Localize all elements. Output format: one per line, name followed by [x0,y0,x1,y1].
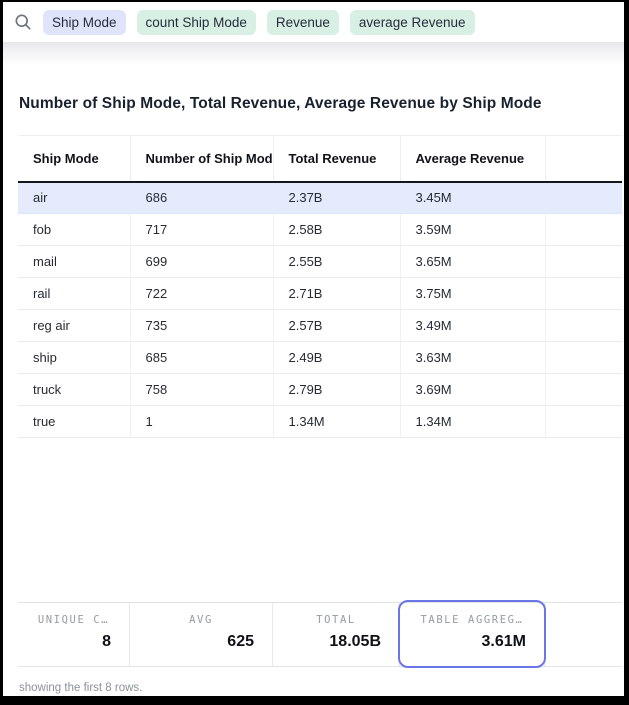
table-cell: 3.69M [399,373,545,406]
table-cell [544,405,622,438]
table-cell: rail [18,277,130,310]
stat-label: TOTAL [316,614,356,626]
table-row-fob[interactable]: fob 717 2.58B 3.59M [18,213,622,246]
column-header-average-revenue[interactable]: Average Revenue [399,135,545,183]
stat-label: UNIQUE C… [37,614,110,626]
query-bar[interactable]: Ship Mode count Ship Mode Revenue average R… [3,2,624,42]
table-cell: reg air [18,309,130,342]
stat-cell-avg[interactable]: AVG 625 [130,603,273,666]
column-header-ship-mode[interactable]: Ship Mode [18,135,130,183]
table-cell: 699 [129,245,273,278]
row-count-status: showing the first 8 rows. [19,682,143,694]
table-cell [544,213,622,246]
table-cell: 2.58B [272,213,400,246]
table-cell: truck [18,373,130,406]
results-table: Ship Mode Number of Ship Mod Total Revenue… [18,135,622,438]
table-cell: 2.37B [272,181,400,214]
summary-stats-bar: UNIQUE C… 8 AVG 625 TOTAL 18.05B TABLE AGGREG…… [18,600,622,668]
table-cell: 722 [129,277,273,310]
table-cell: 3.63M [399,341,545,374]
table-cell: 1.34M [272,405,400,438]
table-cell: 3.49M [399,309,545,342]
table-cell: 1 [129,405,273,438]
table-cell: 2.55B [272,245,400,278]
table-row-reg-air[interactable]: reg air 735 2.57B 3.49M [18,309,622,342]
query-pill-count-ship-mode[interactable]: count Ship Mode [136,9,256,35]
stat-value: 3.61M [481,633,526,650]
table-cell [544,181,622,214]
table-row-air[interactable]: air 686 2.37B 3.45M [18,181,622,214]
table-cell: 717 [129,213,273,246]
query-pill-ship-mode[interactable]: Ship Mode [43,9,126,35]
table-cell: 3.65M [399,245,545,278]
table-cell: 3.75M [399,277,545,310]
result-card: Number of Ship Mode, Total Revenue, Aver… [3,64,624,696]
table-cell: ship [18,341,130,374]
table-row-mail[interactable]: mail 699 2.55B 3.65M [18,245,622,278]
table-cell: 1.34M [399,405,545,438]
stat-cell-total[interactable]: TOTAL 18.05B [273,603,400,666]
table-row-ship[interactable]: ship 685 2.49B 3.63M [18,341,622,374]
column-header-empty [544,135,622,183]
stat-cell-unique-c-[interactable]: UNIQUE C… 8 [18,603,130,666]
table-cell: 2.57B [272,309,400,342]
stat-value: 625 [227,633,254,650]
search-icon[interactable] [13,12,33,32]
table-cell [544,309,622,342]
stat-value: 18.05B [329,633,381,650]
table-header-row: Ship Mode Number of Ship Mod Total Revenue… [18,135,622,183]
table-cell: mail [18,245,130,278]
table-cell: 2.49B [272,341,400,374]
stat-cell-empty [545,603,622,666]
table-cell: 3.59M [399,213,545,246]
table-cell: 686 [129,181,273,214]
query-pill-average-revenue[interactable]: average Revenue [349,9,475,35]
table-row-true[interactable]: true 1 1.34M 1.34M [18,405,622,438]
table-empty-space [3,438,624,602]
table-body: air 686 2.37B 3.45M fob 717 2.58B 3.59M mail 699 2… [18,181,622,438]
table-cell: 758 [129,373,273,406]
stat-label: TABLE AGGREG… [420,614,524,626]
table-cell: true [18,405,130,438]
table-cell: fob [18,213,130,246]
column-header-total-revenue[interactable]: Total Revenue [272,135,400,183]
query-pill-revenue[interactable]: Revenue [266,9,339,35]
table-cell: 2.79B [272,373,400,406]
query-bar-shadow-divider [3,42,624,64]
stat-value: 8 [102,633,111,650]
table-cell [544,341,622,374]
table-cell: 3.45M [399,181,545,214]
table-cell [544,277,622,310]
column-header-number-of-ship-mod[interactable]: Number of Ship Mod [129,135,273,183]
table-cell: air [18,181,130,214]
table-cell: 685 [129,341,273,374]
table-cell: 2.71B [272,277,400,310]
table-row-rail[interactable]: rail 722 2.71B 3.75M [18,277,622,310]
table-cell [544,373,622,406]
table-cell: 735 [129,309,273,342]
status-bar: showing the first 8 rows. [3,667,624,696]
table-cell [544,245,622,278]
stat-cell-table-aggreg-[interactable]: TABLE AGGREG… 3.61M [398,600,546,668]
page-title: Number of Ship Mode, Total Revenue, Aver… [19,94,542,112]
table-row-truck[interactable]: truck 758 2.79B 3.69M [18,373,622,406]
query-bar-pills: Ship Mode count Ship Mode Revenue average R… [43,9,475,35]
stat-label: AVG [189,614,213,626]
results-table-wrap: Ship Mode Number of Ship Mod Total Revenue… [18,135,622,438]
app-surface: Ship Mode count Ship Mode Revenue average R… [3,2,624,696]
title-block: Number of Ship Mode, Total Revenue, Aver… [3,64,624,135]
